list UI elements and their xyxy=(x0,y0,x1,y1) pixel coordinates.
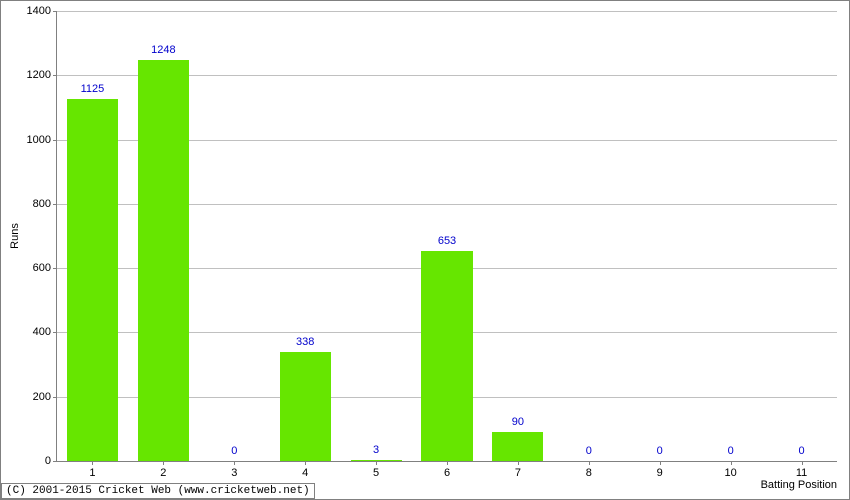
ytick-label: 400 xyxy=(33,326,57,338)
copyright-text: (C) 2001-2015 Cricket Web (www.cricketwe… xyxy=(1,483,315,499)
xtick-label: 8 xyxy=(586,461,592,479)
bar-value-label: 3 xyxy=(373,444,379,456)
xtick-label: 6 xyxy=(444,461,450,479)
bar-value-label: 0 xyxy=(586,445,592,457)
bar xyxy=(421,251,472,461)
ytick-label: 600 xyxy=(33,262,57,274)
bar-value-label: 90 xyxy=(512,416,524,428)
bar xyxy=(138,60,189,461)
xtick-label: 1 xyxy=(89,461,95,479)
xtick-label: 4 xyxy=(302,461,308,479)
bar-value-label: 1248 xyxy=(151,44,175,56)
xtick-label: 2 xyxy=(160,461,166,479)
bar-value-label: 0 xyxy=(798,445,804,457)
bar-value-label: 1125 xyxy=(81,83,105,95)
plot-area: 0200400600800100012001400111252124830433… xyxy=(56,11,837,462)
gridline xyxy=(57,11,837,12)
xtick-label: 10 xyxy=(725,461,737,479)
ytick-label: 0 xyxy=(45,455,57,467)
xtick-label: 5 xyxy=(373,461,379,479)
bar-value-label: 0 xyxy=(657,445,663,457)
y-axis-label: Runs xyxy=(9,223,21,249)
ytick-label: 1400 xyxy=(27,5,57,17)
bar xyxy=(492,432,543,461)
ytick-label: 200 xyxy=(33,391,57,403)
bar xyxy=(67,99,118,461)
ytick-label: 800 xyxy=(33,198,57,210)
xtick-label: 11 xyxy=(796,461,807,479)
bar-value-label: 653 xyxy=(438,235,456,247)
x-axis-label: Batting Position xyxy=(761,479,837,491)
xtick-label: 3 xyxy=(231,461,237,479)
bar xyxy=(280,352,331,461)
ytick-label: 1000 xyxy=(27,134,57,146)
xtick-label: 9 xyxy=(657,461,663,479)
bar xyxy=(351,460,402,461)
bar-value-label: 338 xyxy=(296,336,314,348)
chart-container: 0200400600800100012001400111252124830433… xyxy=(0,0,850,500)
xtick-label: 7 xyxy=(515,461,521,479)
bar-value-label: 0 xyxy=(728,445,734,457)
bar-value-label: 0 xyxy=(231,445,237,457)
ytick-label: 1200 xyxy=(27,69,57,81)
